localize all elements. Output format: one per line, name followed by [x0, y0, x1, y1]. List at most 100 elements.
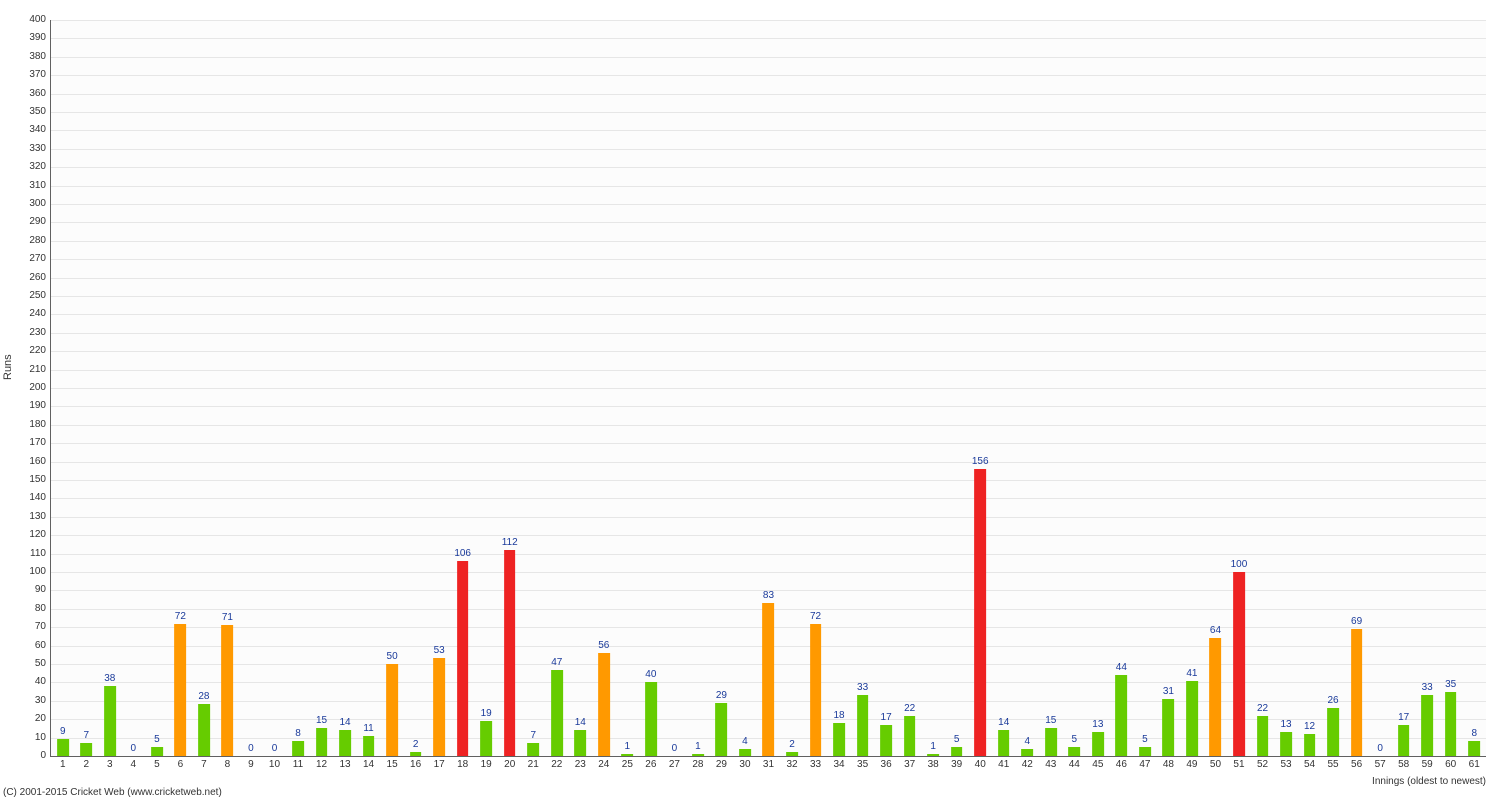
bar-slot: 5624 [592, 20, 616, 756]
y-tick-label: 160 [2, 457, 46, 467]
bar-value-label: 22 [1257, 703, 1268, 714]
bar [739, 749, 751, 756]
x-tick-label: 37 [904, 759, 915, 770]
bar-value-label: 56 [598, 640, 609, 651]
bar [1421, 695, 1433, 756]
y-tick-label: 310 [2, 181, 46, 191]
bar-value-label: 1 [930, 741, 936, 752]
bar-value-label: 69 [1351, 616, 1362, 627]
x-tick-label: 15 [387, 759, 398, 770]
bar [1351, 629, 1363, 756]
x-tick-label: 6 [178, 759, 184, 770]
bar [621, 754, 633, 756]
x-tick-label: 54 [1304, 759, 1315, 770]
y-tick-label: 340 [2, 125, 46, 135]
bar-slot: 09 [239, 20, 263, 756]
x-tick-label: 29 [716, 759, 727, 770]
bar-slot: 1345 [1086, 20, 1110, 756]
bar [386, 664, 398, 756]
bar-slot: 55 [145, 20, 169, 756]
bar-slot: 1758 [1392, 20, 1416, 756]
bar [222, 625, 234, 756]
bar-value-label: 14 [998, 717, 1009, 728]
bar [292, 741, 304, 756]
bar-slot: 539 [945, 20, 969, 756]
x-tick-label: 61 [1469, 759, 1480, 770]
bar-slot: 1736 [874, 20, 898, 756]
bar-slot: 1543 [1039, 20, 1063, 756]
x-tick-label: 17 [434, 759, 445, 770]
x-tick-label: 22 [551, 759, 562, 770]
bar-value-label: 22 [904, 703, 915, 714]
bar-slot: 4446 [1110, 20, 1134, 756]
x-tick-label: 41 [998, 759, 1009, 770]
bar-value-label: 83 [763, 590, 774, 601]
x-tick-label: 30 [739, 759, 750, 770]
bar [1233, 572, 1245, 756]
x-tick-label: 2 [83, 759, 89, 770]
bar [151, 747, 163, 756]
bar-slot: 442 [1016, 20, 1040, 756]
y-tick-label: 20 [2, 714, 46, 724]
copyright-text: (C) 2001-2015 Cricket Web (www.cricketwe… [3, 787, 222, 798]
x-tick-label: 44 [1069, 759, 1080, 770]
x-tick-label: 8 [225, 759, 231, 770]
bar-slot: 6450 [1204, 20, 1228, 756]
x-tick-label: 9 [248, 759, 254, 770]
bar [974, 469, 986, 756]
bar-value-label: 7 [83, 730, 89, 741]
bar [457, 561, 469, 756]
y-tick-label: 200 [2, 383, 46, 393]
bar-slot: 15640 [968, 20, 992, 756]
bar-value-label: 44 [1116, 662, 1127, 673]
bar-slot: 4026 [639, 20, 663, 756]
bar-slot: 3335 [851, 20, 875, 756]
x-tick-label: 26 [645, 759, 656, 770]
bar-slot: 2252 [1251, 20, 1275, 756]
bar-slot: 8331 [757, 20, 781, 756]
x-tick-label: 43 [1045, 759, 1056, 770]
bar-value-label: 41 [1186, 668, 1197, 679]
bar-slot: 125 [616, 20, 640, 756]
bar [1163, 699, 1175, 756]
bar [880, 725, 892, 756]
bar-value-label: 13 [1280, 719, 1291, 730]
bar [1210, 638, 1222, 756]
bar-value-label: 18 [833, 710, 844, 721]
y-tick-label: 130 [2, 512, 46, 522]
y-tick-label: 290 [2, 217, 46, 227]
bar-value-label: 100 [1231, 559, 1248, 570]
bar [1304, 734, 1316, 756]
bar-slot: 057 [1368, 20, 1392, 756]
bar [904, 716, 916, 756]
bar-value-label: 0 [272, 743, 278, 754]
x-tick-label: 45 [1092, 759, 1103, 770]
bar-value-label: 0 [248, 743, 254, 754]
bar-value-label: 33 [1422, 682, 1433, 693]
bar-value-label: 1 [625, 741, 631, 752]
bar-slot: 2929 [710, 20, 734, 756]
bar [174, 624, 186, 756]
x-tick-label: 18 [457, 759, 468, 770]
bar [80, 743, 92, 756]
bar-value-label: 5 [1142, 734, 1148, 745]
x-tick-label: 19 [481, 759, 492, 770]
x-tick-label: 12 [316, 759, 327, 770]
bar-slot: 91 [51, 20, 75, 756]
bar [951, 747, 963, 756]
y-tick-label: 240 [2, 309, 46, 319]
x-tick-label: 39 [951, 759, 962, 770]
bar [339, 730, 351, 756]
bar-slot: 1441 [992, 20, 1016, 756]
bar-slot: 861 [1462, 20, 1486, 756]
bar-value-label: 4 [742, 736, 748, 747]
bar [551, 670, 563, 756]
x-tick-label: 59 [1422, 759, 1433, 770]
y-tick-label: 170 [2, 438, 46, 448]
x-tick-label: 1 [60, 759, 66, 770]
bar [716, 703, 728, 756]
y-tick-label: 380 [2, 52, 46, 62]
y-tick-label: 360 [2, 89, 46, 99]
y-tick-label: 390 [2, 33, 46, 43]
bar-slot: 430 [733, 20, 757, 756]
